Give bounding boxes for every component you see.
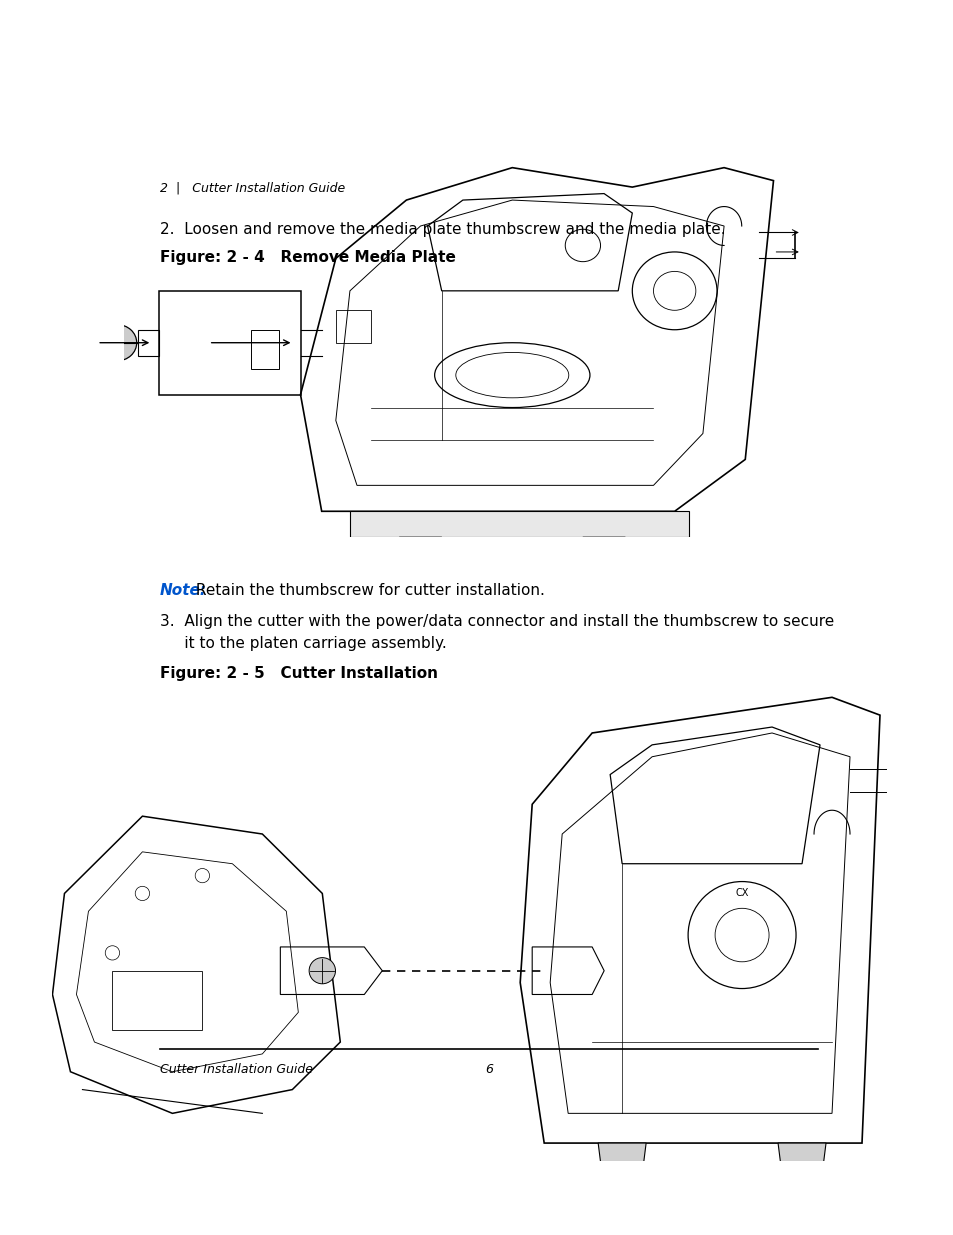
Text: Cutter Installation Guide: Cutter Installation Guide — [160, 1063, 313, 1076]
Text: Figure: 2 - 5   Cutter Installation: Figure: 2 - 5 Cutter Installation — [160, 667, 437, 682]
Polygon shape — [778, 1144, 825, 1167]
Text: 2  |   Cutter Installation Guide: 2 | Cutter Installation Guide — [160, 182, 345, 194]
Bar — [350, 511, 688, 537]
Text: Retain the thumbscrew for cutter installation.: Retain the thumbscrew for cutter install… — [191, 583, 544, 598]
Text: CX: CX — [735, 888, 748, 898]
Bar — [112, 971, 202, 1030]
Circle shape — [97, 325, 136, 361]
Text: Note:: Note: — [160, 583, 207, 598]
Polygon shape — [582, 537, 624, 557]
Text: 3.  Align the cutter with the power/data connector and install the thumbscrew to: 3. Align the cutter with the power/data … — [160, 614, 833, 629]
Text: 6: 6 — [484, 1063, 493, 1076]
Text: Figure: 2 - 4   Remove Media Plate: Figure: 2 - 4 Remove Media Plate — [160, 249, 456, 266]
Bar — [335, 310, 371, 343]
Polygon shape — [399, 537, 441, 557]
Polygon shape — [598, 1144, 645, 1167]
Circle shape — [309, 957, 335, 984]
Text: it to the platen carriage assembly.: it to the platen carriage assembly. — [160, 636, 446, 651]
Text: 2.  Loosen and remove the media plate thumbscrew and the media plate.: 2. Loosen and remove the media plate thu… — [160, 222, 725, 237]
Bar — [251, 330, 279, 369]
